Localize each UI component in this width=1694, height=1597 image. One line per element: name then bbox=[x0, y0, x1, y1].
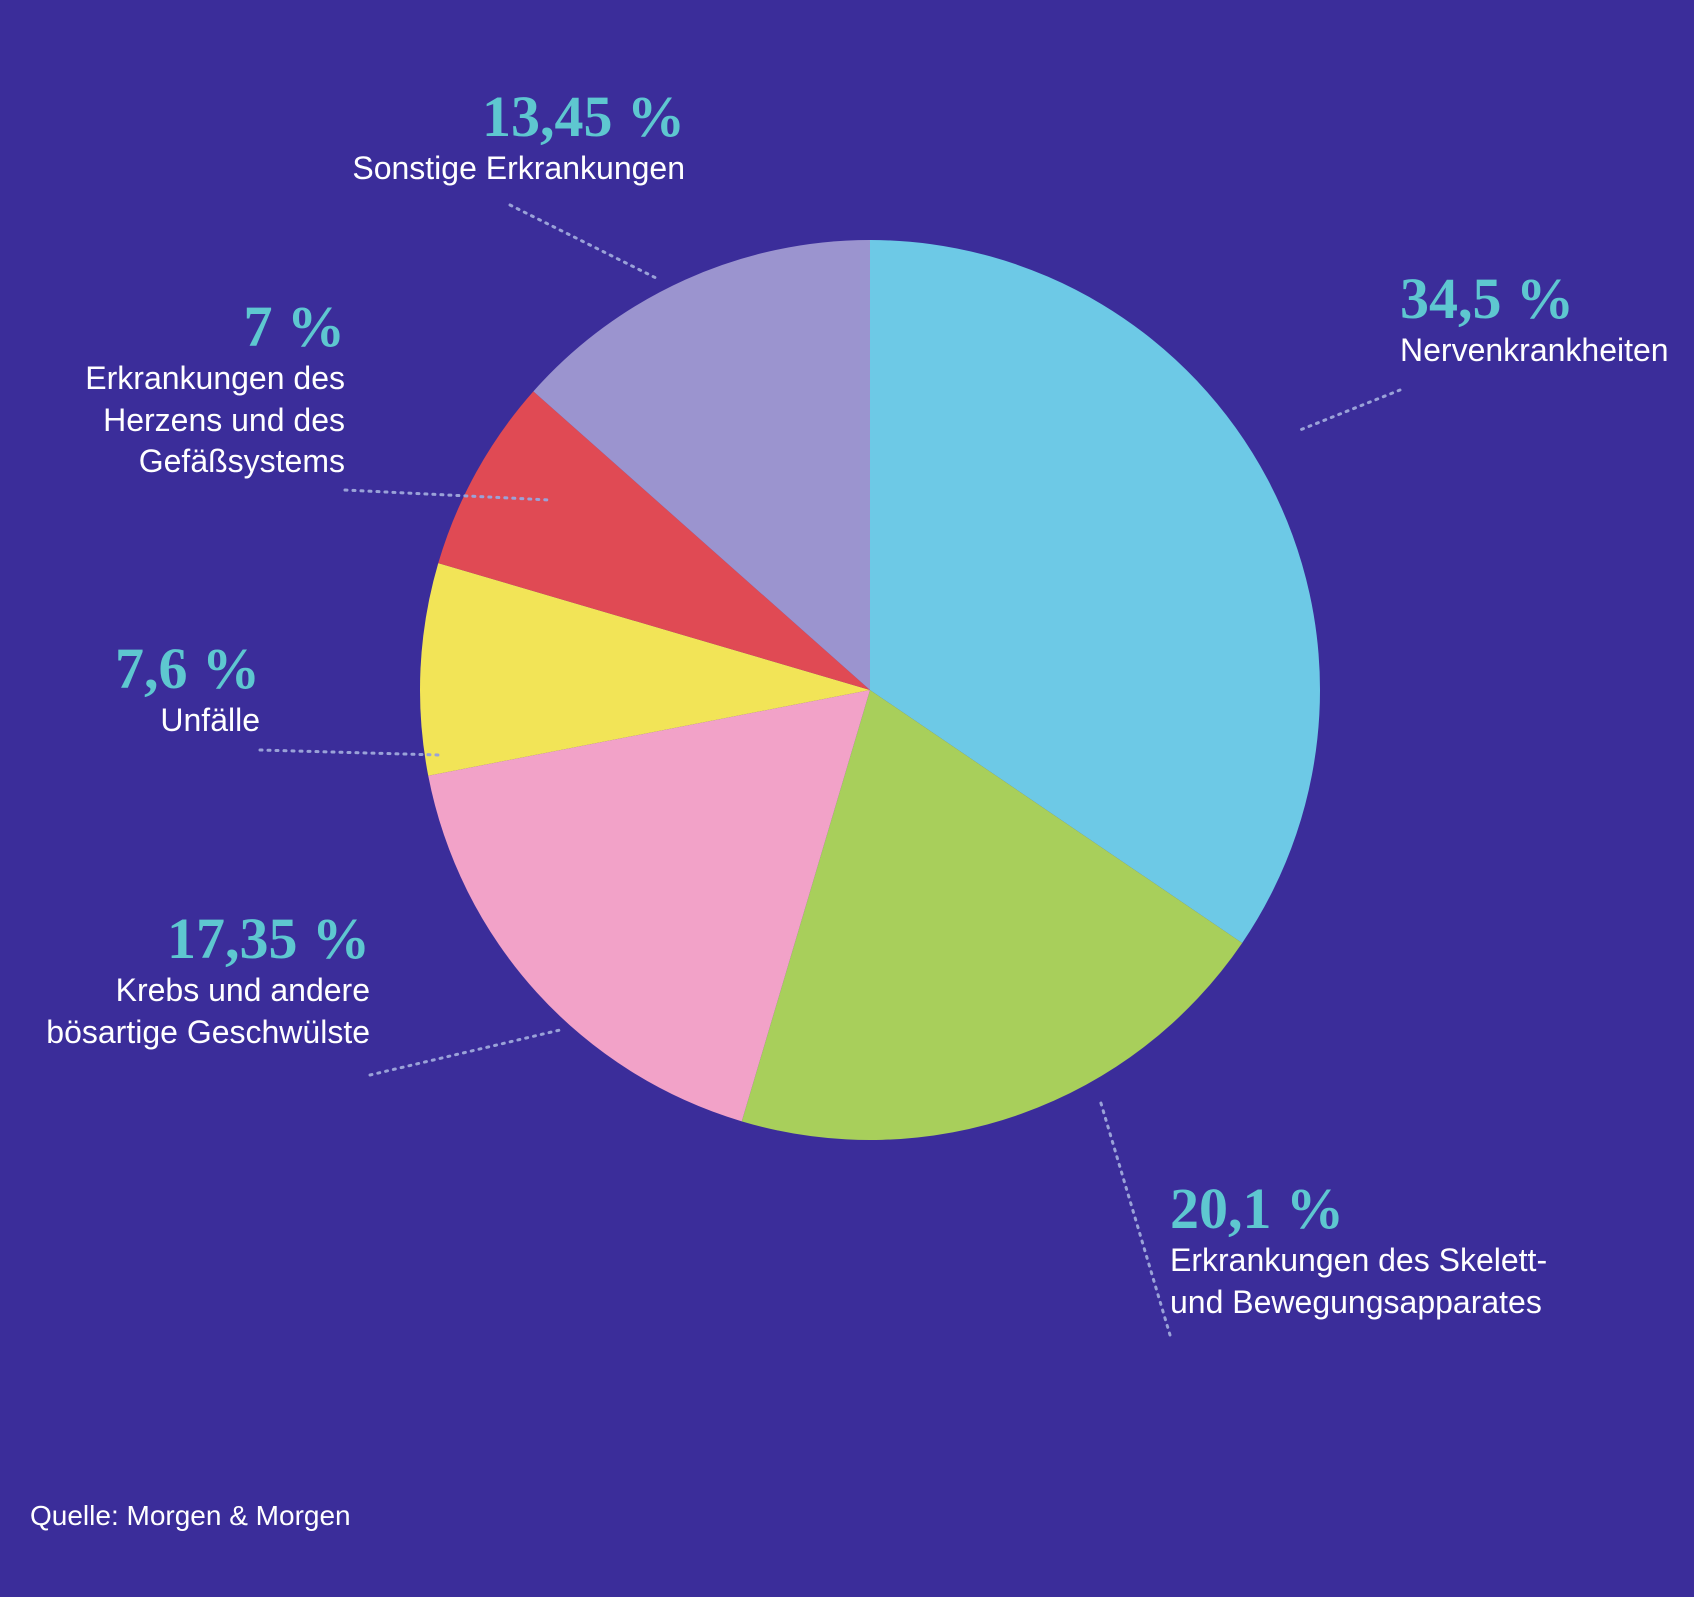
label-unfaelle: Unfälle bbox=[160, 700, 260, 742]
leader-skelett bbox=[1100, 1100, 1170, 1335]
label-krebs: Krebs und andere bösartige Geschwülste bbox=[46, 970, 370, 1053]
pct-herz: 7 % bbox=[244, 298, 346, 356]
pct-nerven: 34,5 % bbox=[1400, 270, 1574, 328]
pct-unfaelle: 7,6 % bbox=[115, 640, 260, 698]
leader-nerven bbox=[1300, 390, 1400, 430]
leader-sonstige bbox=[510, 205, 660, 280]
pct-krebs: 17,35 % bbox=[167, 910, 370, 968]
chart-canvas: 34,5 %Nervenkrankheiten20,1 %Erkrankunge… bbox=[0, 0, 1694, 1597]
leader-unfaelle bbox=[260, 750, 440, 755]
label-skelett: Erkrankungen des Skelett- und Bewegungsa… bbox=[1170, 1240, 1547, 1323]
pct-skelett: 20,1 % bbox=[1170, 1180, 1344, 1238]
label-sonstige: Sonstige Erkrankungen bbox=[352, 148, 685, 190]
leader-krebs bbox=[370, 1030, 560, 1075]
pct-sonstige: 13,45 % bbox=[482, 88, 685, 146]
source-text: Quelle: Morgen & Morgen bbox=[30, 1500, 351, 1532]
label-herz: Erkrankungen des Herzens und des Gefäßsy… bbox=[85, 358, 345, 483]
label-nerven: Nervenkrankheiten bbox=[1400, 330, 1669, 372]
pie-chart-svg bbox=[0, 0, 1694, 1597]
